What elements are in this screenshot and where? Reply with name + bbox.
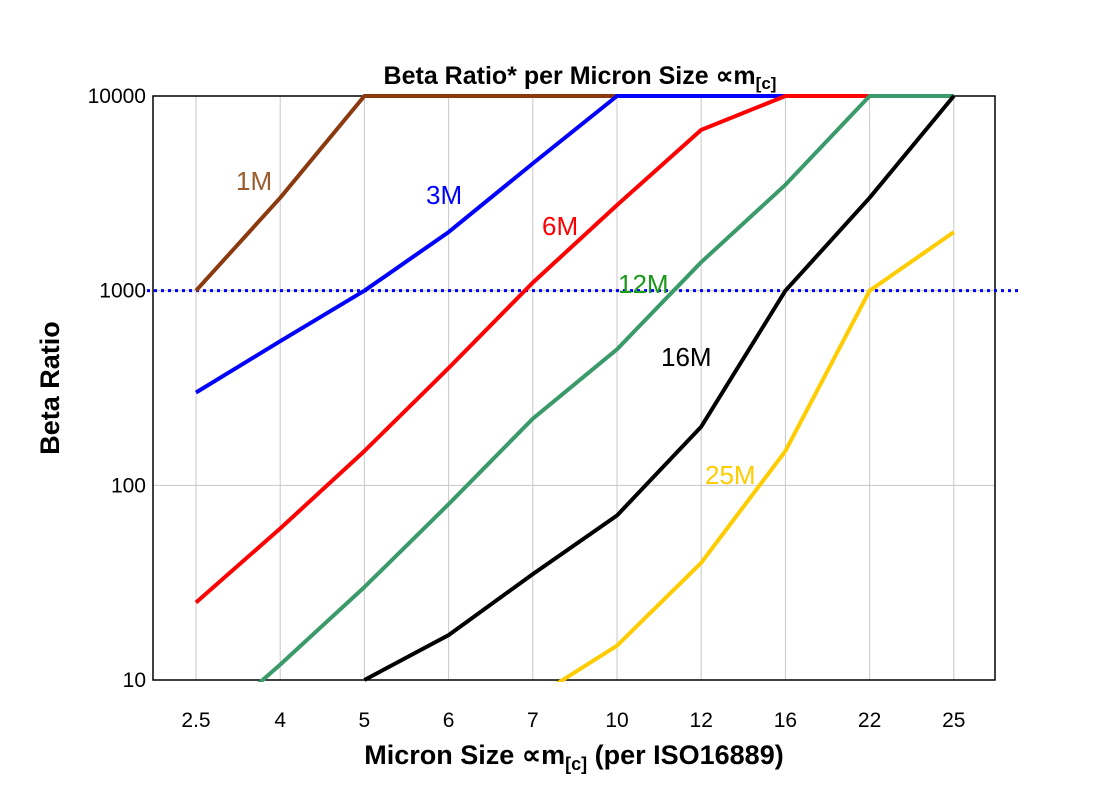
chart-title: Beta Ratio* per Micron Size ∝m[c] (384, 62, 777, 93)
x-tick-labels: 2.5 4 5 6 7 10 12 16 22 25 (181, 709, 965, 732)
grid (153, 95, 995, 681)
x-tick-label: 16 (774, 709, 797, 732)
series-line-1M (194, 94, 617, 293)
series-labels: 1M 3M 6M 12M 16M 25M (236, 166, 756, 490)
x-tick-label: 10 (605, 709, 628, 732)
series-line-6M (194, 94, 954, 605)
series-label-16M: 16M (661, 342, 712, 372)
series-group (194, 94, 956, 682)
x-tick-label: 25 (942, 709, 965, 732)
x-tick-label: 7 (527, 709, 539, 732)
series-label-1M: 1M (236, 166, 272, 196)
x-tick-label: 5 (359, 709, 371, 732)
y-axis-title: Beta Ratio (35, 321, 65, 455)
x-axis-title: Micron Size ∝m[c] (per ISO16889) (364, 740, 783, 774)
x-tick-label: 4 (274, 709, 286, 732)
plot-frame (152, 95, 996, 681)
series-label-25M: 25M (705, 460, 756, 490)
x-tick-label: 22 (858, 709, 881, 732)
series-label-6M: 6M (542, 211, 578, 241)
x-tick-label: 6 (443, 709, 455, 732)
y-tick-label: 100 (111, 474, 146, 497)
x-tick-label: 2.5 (181, 709, 210, 732)
x-tick-label: 12 (690, 709, 713, 732)
series-line-25M (555, 230, 955, 682)
y-tick-label: 10000 (88, 85, 146, 108)
y-tick-label: 1000 (99, 280, 146, 303)
series-line-16M (363, 94, 956, 682)
y-tick-label: 10 (123, 669, 146, 692)
series-line-12M (257, 94, 954, 682)
series-label-3M: 3M (426, 180, 462, 210)
series-label-12M: 12M (618, 269, 669, 299)
y-tick-labels: 10000 1000 100 10 (88, 85, 146, 692)
